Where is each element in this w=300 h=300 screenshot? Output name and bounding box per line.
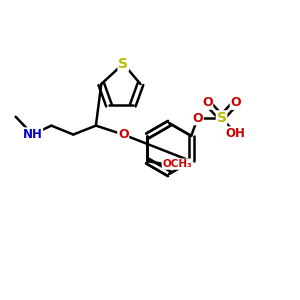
Text: NH: NH [23, 128, 43, 141]
Text: S: S [217, 111, 226, 125]
Text: O: O [202, 96, 213, 109]
Text: OCH₃: OCH₃ [162, 159, 192, 169]
Text: O: O [230, 96, 241, 109]
Text: S: S [118, 57, 128, 71]
Text: OH: OH [226, 127, 246, 140]
Text: O: O [118, 128, 129, 141]
Text: O: O [192, 112, 203, 124]
